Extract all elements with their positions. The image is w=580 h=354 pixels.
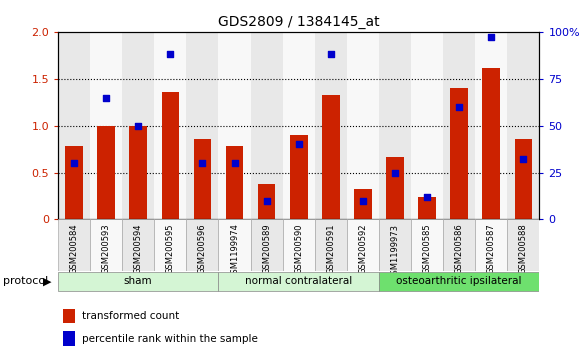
Bar (290, 135, 307, 219)
Bar (475, 32, 508, 219)
Bar (315, 32, 347, 219)
Point (198, 160, 207, 166)
Text: GSM200596: GSM200596 (198, 224, 207, 274)
Point (519, 156, 528, 162)
Bar (379, 219, 411, 271)
Bar (154, 219, 186, 271)
Bar (258, 184, 275, 219)
Text: sham: sham (124, 276, 153, 286)
Text: GSM200591: GSM200591 (327, 224, 335, 274)
Text: GSM200584: GSM200584 (70, 224, 78, 274)
Point (294, 142, 303, 147)
Bar (508, 32, 539, 219)
Bar (58, 32, 90, 219)
Point (358, 198, 368, 204)
Text: GSM200593: GSM200593 (102, 224, 111, 274)
Point (326, 52, 335, 57)
Bar (282, 32, 315, 219)
Bar (251, 32, 282, 219)
Bar (282, 219, 315, 271)
Bar (347, 219, 379, 271)
Point (70, 160, 79, 166)
Bar (443, 219, 475, 271)
Text: GSM1199974: GSM1199974 (230, 224, 239, 279)
Point (230, 160, 239, 166)
Text: transformed count: transformed count (82, 311, 179, 321)
Bar (251, 219, 282, 271)
Text: GSM200585: GSM200585 (423, 224, 432, 274)
Text: protocol: protocol (3, 276, 48, 286)
Point (455, 104, 464, 110)
Bar (97, 126, 115, 219)
Bar (129, 126, 147, 219)
Bar (63, 309, 75, 323)
Bar (411, 219, 443, 271)
Bar (347, 32, 379, 219)
Bar (379, 272, 539, 291)
Bar (443, 32, 475, 219)
Bar (161, 92, 179, 219)
Text: osteoarthritic ipsilateral: osteoarthritic ipsilateral (396, 276, 522, 286)
Point (102, 95, 111, 101)
Bar (58, 219, 90, 271)
Text: GSM200586: GSM200586 (455, 224, 463, 274)
Bar (450, 88, 468, 219)
Bar (63, 331, 75, 346)
Bar (322, 95, 340, 219)
Bar (226, 146, 244, 219)
Text: GSM200589: GSM200589 (262, 224, 271, 274)
Text: ▶: ▶ (42, 276, 51, 286)
Bar (483, 68, 500, 219)
Bar (379, 32, 411, 219)
Bar (219, 272, 379, 291)
Text: GSM200592: GSM200592 (358, 224, 367, 274)
Text: GSM1199973: GSM1199973 (390, 224, 400, 280)
Text: GSM200588: GSM200588 (519, 224, 528, 274)
Bar (508, 219, 539, 271)
Point (422, 194, 432, 200)
Bar (154, 32, 186, 219)
Bar (65, 146, 83, 219)
Point (166, 52, 175, 57)
Bar (411, 32, 443, 219)
Point (390, 170, 400, 175)
Text: GSM200587: GSM200587 (487, 224, 496, 274)
Point (133, 123, 143, 129)
Bar (219, 32, 251, 219)
Bar (219, 219, 251, 271)
Text: GSM200595: GSM200595 (166, 224, 175, 274)
Point (262, 198, 271, 204)
Text: normal contralateral: normal contralateral (245, 276, 352, 286)
Bar (418, 197, 436, 219)
Text: GSM200590: GSM200590 (294, 224, 303, 274)
Bar (514, 139, 532, 219)
Bar (186, 32, 219, 219)
Bar (122, 219, 154, 271)
Bar (386, 156, 404, 219)
Bar (194, 139, 211, 219)
Point (487, 35, 496, 40)
Bar (475, 219, 508, 271)
Bar (90, 32, 122, 219)
Bar (186, 219, 219, 271)
Bar (315, 219, 347, 271)
Bar (122, 32, 154, 219)
Bar (90, 219, 122, 271)
Text: percentile rank within the sample: percentile rank within the sample (82, 334, 258, 344)
Bar (58, 272, 219, 291)
Text: GSM200594: GSM200594 (134, 224, 143, 274)
Bar (354, 189, 372, 219)
Title: GDS2809 / 1384145_at: GDS2809 / 1384145_at (218, 16, 379, 29)
